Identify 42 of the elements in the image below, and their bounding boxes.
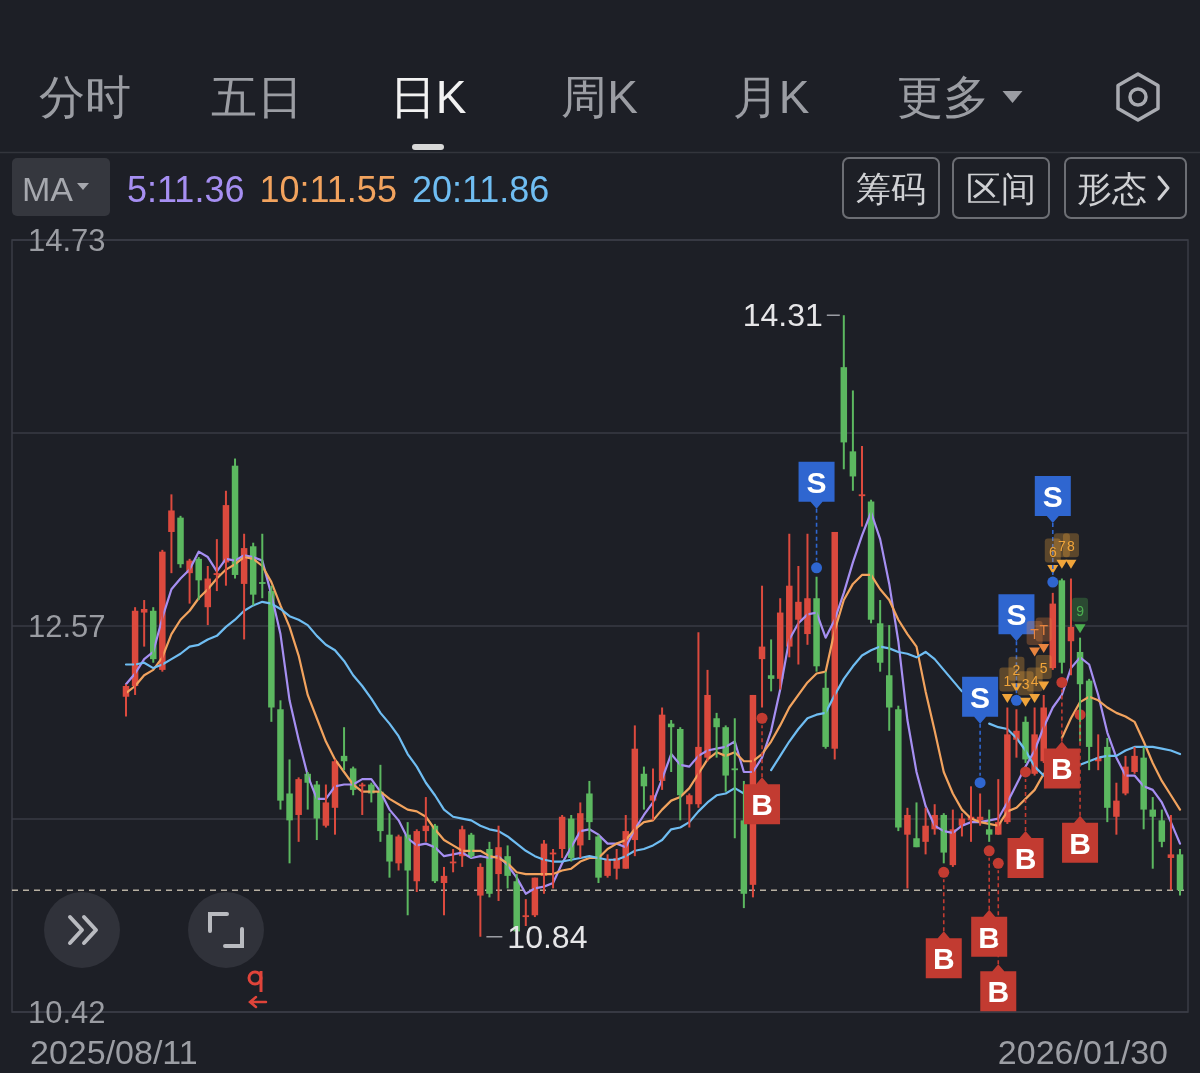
data-label: T (1039, 622, 1048, 639)
annotation: 分时 (39, 71, 131, 123)
annotation: 2026/01/30 (997, 1033, 1168, 1071)
tick-label: 14.73 (28, 223, 106, 258)
annotation: 10.84 (507, 918, 588, 955)
legend: 20:11.86 (411, 169, 550, 210)
annotation: 五日 (210, 71, 303, 123)
tick-label: 12.57 (28, 609, 106, 644)
data-label: T (1030, 625, 1039, 642)
annotation: 9 (1076, 602, 1084, 619)
annotation: 8 (1067, 538, 1075, 555)
annotation: 7 (1058, 538, 1066, 555)
data-label: B (1069, 826, 1091, 860)
annotation: 周K (561, 71, 638, 123)
tick-label: 10.42 (28, 995, 106, 1030)
data-label: B (1051, 752, 1073, 786)
data-label: B (751, 788, 773, 822)
legend: 5:11.36 (127, 169, 245, 210)
annotation: 日K (389, 71, 467, 123)
data-label: B (1014, 842, 1037, 875)
annotation: 5 (1039, 660, 1048, 676)
annotation: 4 (1030, 672, 1039, 689)
annotation: 3 (1021, 676, 1030, 693)
data-label: B (978, 920, 1001, 954)
annotation: 筹码 (856, 169, 926, 208)
annotation: 1 (1003, 672, 1012, 689)
annotation: 2 (1012, 661, 1021, 678)
annotation: 更多 (896, 71, 989, 123)
data-label: S (1006, 598, 1027, 632)
data-label: S (806, 465, 827, 499)
legend: 10:11.55 (259, 169, 397, 210)
data-label: B (932, 942, 955, 976)
annotation: 区间 (966, 169, 1036, 208)
annotation: 14.31 (742, 297, 823, 334)
annotation: 形态 (1077, 169, 1147, 208)
data-label: S (970, 680, 991, 714)
data-label: S (1042, 480, 1063, 514)
annotation: 2025/08/11 (30, 1033, 198, 1071)
annotation: 6 (1048, 543, 1057, 560)
data-label: B (987, 975, 1010, 1009)
annotation: 月K (732, 71, 810, 123)
legend-title: MA (22, 170, 73, 208)
